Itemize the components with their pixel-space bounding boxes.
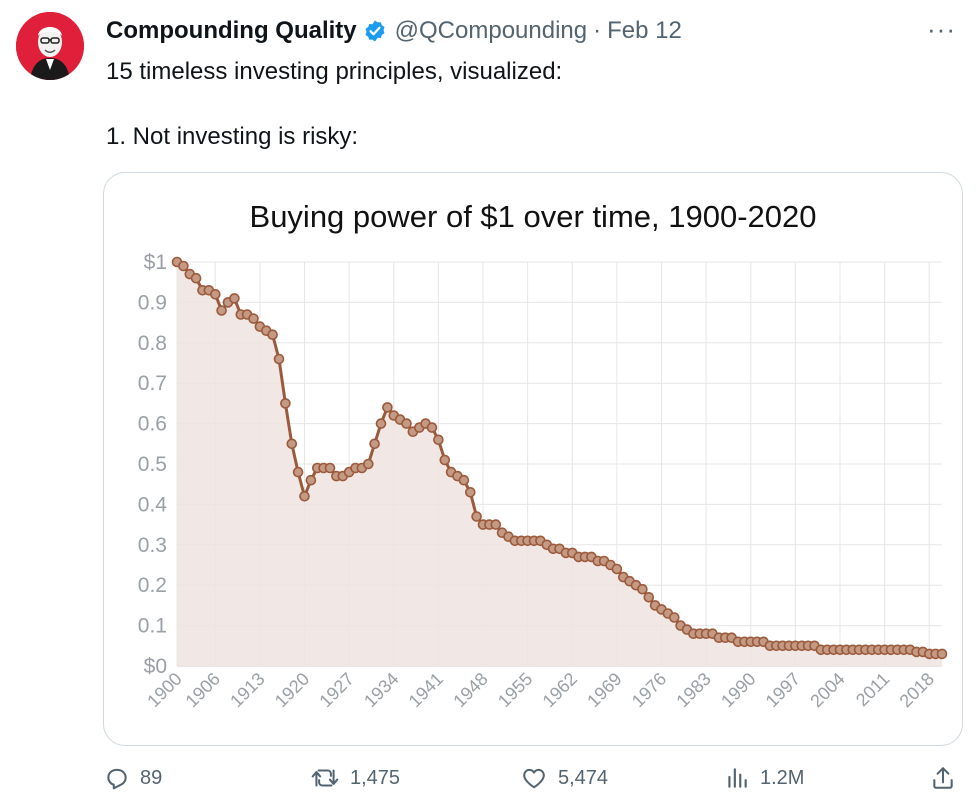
x-tick-label: 1948 <box>449 669 491 711</box>
data-point <box>439 454 451 466</box>
more-options-button[interactable]: ··· <box>927 14 956 44</box>
data-point <box>292 466 304 478</box>
x-tick-label: 1976 <box>628 669 670 711</box>
data-point <box>668 612 680 623</box>
data-point <box>229 293 240 304</box>
data-point <box>382 402 393 413</box>
data-point <box>324 462 336 474</box>
views-button[interactable]: 1.2M <box>724 765 804 791</box>
data-point <box>490 519 502 530</box>
data-point <box>637 583 648 595</box>
data-point <box>611 563 623 575</box>
views-icon <box>728 768 747 788</box>
y-tick-label: 0.7 <box>138 372 167 395</box>
data-point <box>248 313 259 324</box>
y-tick-label: 0.3 <box>138 534 167 557</box>
tweet-media-card[interactable]: Buying power of $1 over time, 1900-2020 … <box>103 172 963 746</box>
reply-button[interactable]: 89 <box>104 765 162 791</box>
y-tick-label: $1 <box>144 251 167 274</box>
data-point <box>178 260 189 272</box>
chart-y-axis: $0 0.1 0.2 0.3 0.4 0.5 0.6 0.7 0.8 0.9 $1 <box>138 251 168 678</box>
x-tick-label: 1983 <box>672 669 714 711</box>
data-point <box>464 486 476 498</box>
chart-plot-area <box>171 256 948 666</box>
x-tick-label: 1927 <box>315 669 357 711</box>
avatar-portrait-icon <box>16 12 84 80</box>
data-point <box>471 511 482 522</box>
tweet-text-line-2: 1. Not investing is risky: <box>106 123 359 150</box>
chart-title: Buying power of $1 over time, 1900-2020 <box>250 199 817 234</box>
x-tick-label: 1934 <box>360 669 402 711</box>
data-point <box>216 305 227 316</box>
y-tick-label: $0 <box>144 655 167 678</box>
y-tick-label: 0.9 <box>138 291 167 314</box>
x-tick-label: 1941 <box>405 669 447 711</box>
header-separator: · <box>593 17 602 44</box>
y-tick-label: 0.4 <box>138 493 168 516</box>
author-name[interactable]: Compounding Quality <box>106 17 357 44</box>
x-tick-label: 1913 <box>226 669 268 711</box>
tweet-text-line-1: 15 timeless investing principles, visual… <box>106 58 563 85</box>
data-point <box>210 289 221 300</box>
data-point <box>286 438 298 450</box>
verified-badge-icon <box>365 20 385 42</box>
data-point <box>280 398 291 409</box>
y-tick-label: 0.6 <box>138 413 167 436</box>
x-tick-label: 1969 <box>583 669 625 711</box>
x-tick-label: 2011 <box>852 669 894 711</box>
x-tick-label: 1990 <box>717 669 759 711</box>
data-point <box>375 418 387 429</box>
x-tick-label: 1955 <box>494 669 536 711</box>
share-icon <box>933 767 953 789</box>
data-point <box>369 438 380 450</box>
avatar[interactable] <box>16 12 84 80</box>
data-point <box>299 490 310 502</box>
retweet-icon <box>311 769 339 787</box>
data-point <box>433 434 444 446</box>
x-tick-label: 1962 <box>539 669 581 711</box>
retweet-button[interactable]: 1,475 <box>310 765 400 791</box>
author-handle[interactable]: @QCompounding <box>394 17 588 44</box>
data-point <box>643 591 655 603</box>
data-point <box>273 353 285 365</box>
buying-power-chart: Buying power of $1 over time, 1900-2020 … <box>138 199 948 711</box>
y-tick-label: 0.8 <box>138 332 167 355</box>
data-point <box>426 422 438 433</box>
heart-icon <box>523 768 545 789</box>
x-tick-label: 1906 <box>182 669 224 711</box>
y-tick-label: 0.2 <box>138 574 167 597</box>
tweet-header: Compounding Quality @QCompounding · Feb … <box>106 14 682 48</box>
x-tick-label: 1997 <box>762 669 804 711</box>
tweet-actions: 89 1,475 5,474 1.2M <box>0 765 978 801</box>
like-count: 5,474 <box>558 766 609 789</box>
data-point <box>362 458 374 470</box>
retweet-count: 1,475 <box>350 766 401 789</box>
reply-icon <box>107 768 127 790</box>
data-point <box>267 329 278 340</box>
data-point <box>401 418 412 429</box>
data-point <box>305 474 317 486</box>
data-point <box>190 272 202 284</box>
y-tick-label: 0.1 <box>138 615 167 638</box>
tweet-date[interactable]: Feb 12 <box>607 17 682 44</box>
x-tick-label: 1920 <box>271 669 313 711</box>
x-tick-label: 2004 <box>806 669 848 711</box>
data-point <box>458 474 470 486</box>
data-point <box>936 648 948 660</box>
x-tick-label: 2018 <box>896 669 938 711</box>
reply-count: 89 <box>140 766 163 789</box>
views-count: 1.2M <box>760 766 805 789</box>
y-tick-label: 0.5 <box>138 453 167 476</box>
series-area <box>177 262 942 666</box>
share-button[interactable] <box>930 765 966 791</box>
like-button[interactable]: 5,474 <box>520 765 608 791</box>
